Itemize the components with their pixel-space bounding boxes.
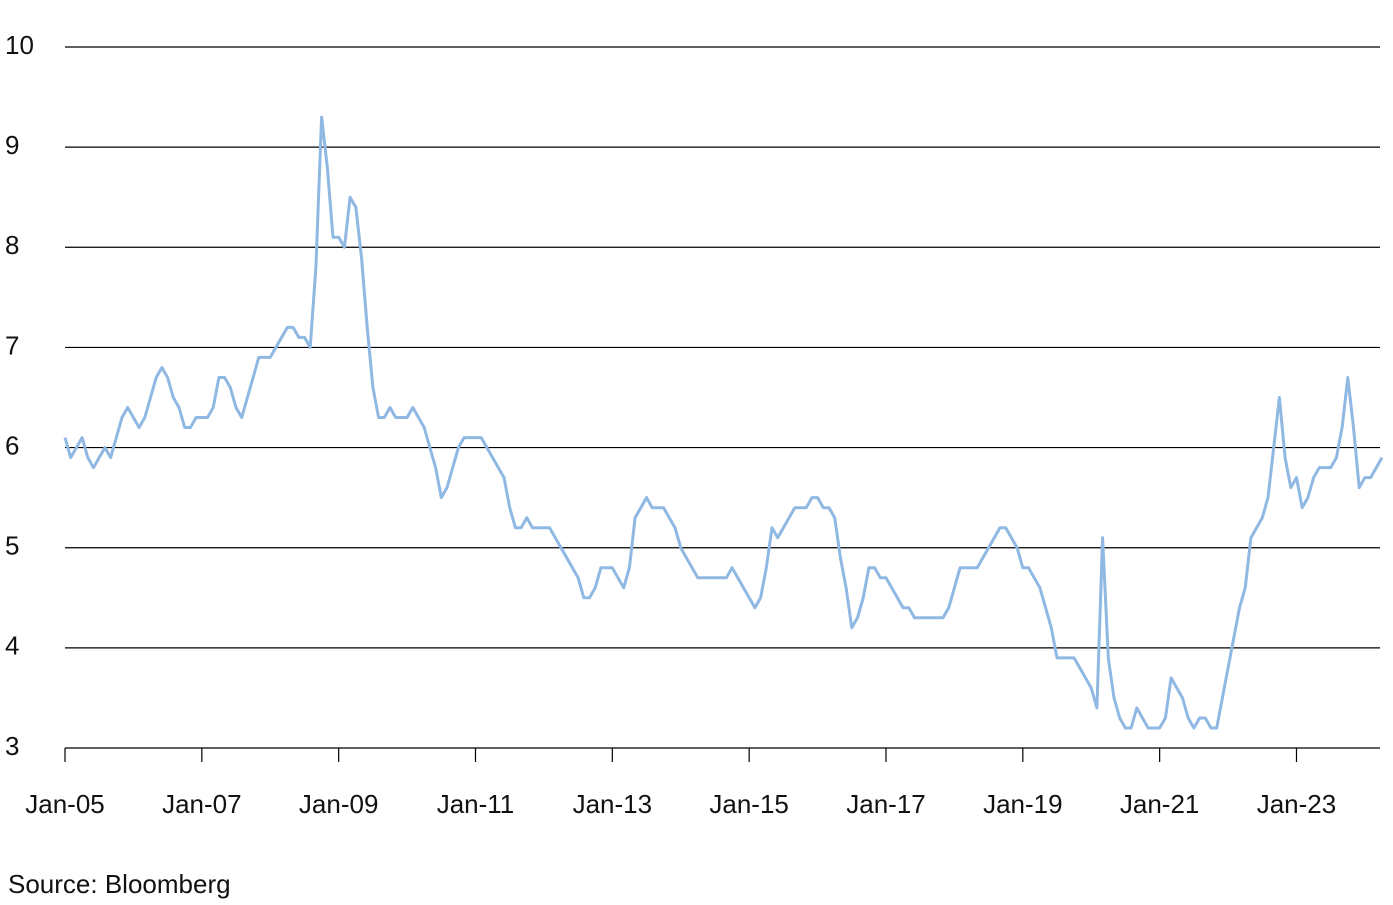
y-tick-label: 7 <box>5 330 19 360</box>
x-tick-label: Jan-15 <box>709 789 789 819</box>
x-tick-label: Jan-17 <box>846 789 926 819</box>
x-tick-label: Jan-11 <box>437 789 515 819</box>
y-tick-label: 5 <box>5 531 19 561</box>
x-tick-label: Jan-23 <box>1257 789 1337 819</box>
x-tick-label: Jan-09 <box>299 789 379 819</box>
y-tick-label: 6 <box>5 430 19 460</box>
y-tick-label: 3 <box>5 731 19 761</box>
y-tick-label: 10 <box>5 30 34 60</box>
source-note: Source: Bloomberg <box>8 869 231 899</box>
x-tick-label: Jan-21 <box>1120 789 1200 819</box>
y-tick-label: 9 <box>5 130 19 160</box>
x-tick-label: Jan-13 <box>573 789 653 819</box>
x-tick-label: Jan-07 <box>162 789 242 819</box>
y-tick-label: 8 <box>5 230 19 260</box>
data-line <box>63 115 1384 730</box>
x-tick-label: Jan-05 <box>25 789 105 819</box>
x-tick-label: Jan-19 <box>983 789 1063 819</box>
y-tick-label: 4 <box>5 631 19 661</box>
